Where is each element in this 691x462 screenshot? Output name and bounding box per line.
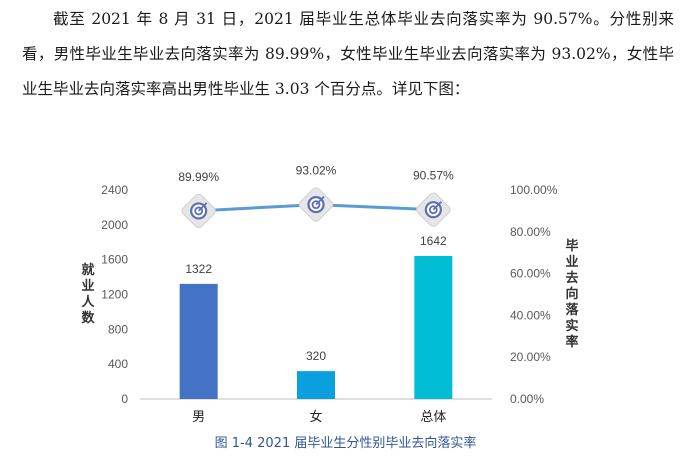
line-data-label: 89.99% xyxy=(178,170,219,184)
y-tick-label: 400 xyxy=(108,357,128,371)
right-axis: 0.00% 20.00% 40.00% 60.00% 80.00% 100.00% xyxy=(510,183,558,406)
target-icon xyxy=(181,193,216,229)
y2-axis-title: 毕业去向落实率 xyxy=(565,238,579,350)
category-label: 男 xyxy=(192,410,205,425)
y-tick-label: 0 xyxy=(121,392,128,406)
y2-tick-label: 20.00% xyxy=(510,350,551,364)
line-data-label: 93.02% xyxy=(296,164,337,178)
target-icon xyxy=(416,192,451,227)
y2-tick-label: 60.00% xyxy=(510,267,551,281)
category-labels: 男 女 总体 xyxy=(192,409,446,425)
y2-tick-label: 100.00% xyxy=(510,183,558,197)
y2-tick-label: 80.00% xyxy=(510,225,551,239)
bar-data-label: 320 xyxy=(306,349,326,363)
y-axis-title: 就业人数 xyxy=(81,262,95,326)
bar xyxy=(414,256,453,399)
figure-caption: 图 1-4 2021 届毕业生分性别毕业去向落实率 xyxy=(214,436,477,451)
intro-paragraph: 截至 2021 年 8 月 31 日，2021 届毕业生总体毕业去向落实率为 9… xyxy=(22,10,674,98)
y-tick-label: 2400 xyxy=(101,183,128,197)
y-tick-label: 800 xyxy=(108,322,128,336)
y-tick-label: 2000 xyxy=(101,218,128,232)
category-label: 女 xyxy=(309,409,322,425)
y-tick-label: 1200 xyxy=(101,288,128,302)
bar-data-label: 1322 xyxy=(185,262,212,276)
line-series: 89.99% 93.02% 90.57% xyxy=(178,164,454,229)
bar xyxy=(297,371,335,399)
y2-tick-label: 40.00% xyxy=(510,308,551,322)
bar-data-label: 1642 xyxy=(420,234,447,248)
y2-tick-label: 0.00% xyxy=(510,392,544,406)
y-tick-label: 1600 xyxy=(101,253,128,267)
left-axis: 0 400 800 1200 1600 2000 2400 xyxy=(101,183,492,406)
gender-placement-chart: 0 400 800 1200 1600 2000 2400 0.00% 20.00% 40.00… xyxy=(81,164,579,425)
bar xyxy=(179,283,218,399)
bar-series: 1322 320 1642 xyxy=(179,234,453,399)
line-data-label: 90.57% xyxy=(413,169,454,183)
target-icon xyxy=(298,187,334,222)
category-label: 总体 xyxy=(420,410,446,425)
